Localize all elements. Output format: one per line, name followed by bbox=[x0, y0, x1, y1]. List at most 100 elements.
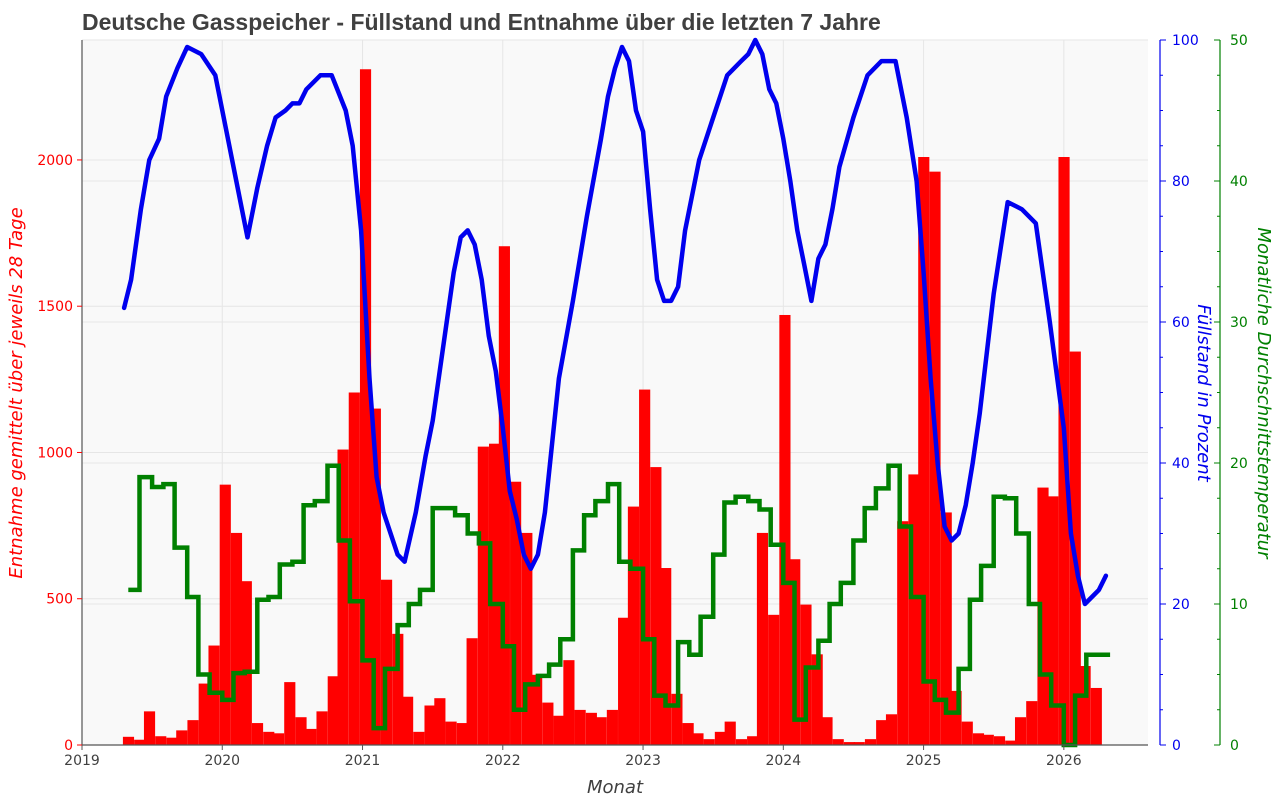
entnahme-bar bbox=[1079, 666, 1091, 745]
entnahme-bar bbox=[327, 676, 339, 745]
entnahme-bar bbox=[918, 157, 930, 745]
entnahme-bar bbox=[1090, 687, 1102, 745]
entnahme-bar bbox=[187, 720, 199, 745]
x-tick-label: 2020 bbox=[204, 753, 240, 769]
chart-title: Deutsche Gasspeicher - Füllstand und Ent… bbox=[82, 9, 881, 35]
x-tick-label: 2026 bbox=[1046, 753, 1082, 769]
x-tick-label: 2021 bbox=[345, 753, 381, 769]
y-tick-label-fuellstand: 20 bbox=[1172, 597, 1190, 613]
entnahme-bar bbox=[574, 709, 586, 745]
y-tick-label-left: 2000 bbox=[37, 153, 73, 169]
entnahme-bar bbox=[756, 532, 769, 745]
entnahme-bar bbox=[650, 467, 662, 745]
entnahme-bar bbox=[176, 730, 188, 745]
entnahme-bar bbox=[585, 712, 597, 745]
entnahme-bar bbox=[122, 736, 135, 745]
entnahme-bar bbox=[456, 723, 468, 745]
entnahme-bar bbox=[498, 246, 510, 745]
entnahme-bar bbox=[779, 314, 791, 745]
entnahme-bar bbox=[563, 660, 575, 745]
y-tick-label-fuellstand: 80 bbox=[1172, 174, 1190, 190]
entnahme-bar bbox=[714, 731, 726, 745]
entnahme-bar bbox=[627, 506, 640, 745]
y-tick-label-left: 1000 bbox=[37, 445, 73, 461]
x-tick-label: 2019 bbox=[64, 753, 100, 769]
entnahme-bar bbox=[618, 617, 630, 745]
entnahme-bar bbox=[284, 682, 296, 745]
entnahme-bar bbox=[392, 633, 404, 745]
y-axis-label-fuellstand: Füllstand in Prozent bbox=[1193, 304, 1214, 482]
entnahme-bar bbox=[348, 392, 360, 745]
entnahme-bar bbox=[864, 739, 877, 745]
entnahme-bar bbox=[876, 720, 888, 745]
entnahme-bar bbox=[908, 474, 920, 745]
entnahme-bars bbox=[122, 69, 1102, 745]
x-tick-label: 2025 bbox=[906, 753, 942, 769]
entnahme-bar bbox=[972, 733, 985, 745]
x-tick-label: 2024 bbox=[765, 753, 801, 769]
entnahme-bar bbox=[143, 711, 156, 745]
y-tick-label-temperatur: 40 bbox=[1230, 174, 1248, 190]
entnahme-bar bbox=[413, 731, 425, 745]
entnahme-bar bbox=[660, 568, 672, 745]
entnahme-bar bbox=[606, 709, 618, 745]
entnahme-bar bbox=[897, 521, 909, 745]
y-tick-label-left: 500 bbox=[46, 592, 73, 608]
entnahme-bar bbox=[466, 638, 478, 745]
entnahme-bar bbox=[305, 728, 317, 745]
entnahme-bar bbox=[219, 484, 231, 745]
entnahme-bar bbox=[961, 721, 973, 745]
y-tick-label-fuellstand: 100 bbox=[1172, 33, 1199, 49]
entnahme-bar bbox=[692, 733, 704, 745]
entnahme-bar bbox=[434, 698, 446, 745]
entnahme-bar bbox=[747, 736, 759, 745]
entnahme-bar bbox=[240, 581, 252, 745]
entnahme-bar bbox=[531, 674, 543, 745]
entnahme-bar bbox=[821, 717, 833, 745]
y-axis-label-temperatur: Monatliche Durchschnittstemperatur bbox=[1253, 227, 1274, 560]
y-axis-label-left: Entnahme gemittelt über jeweils 28 Tage bbox=[6, 207, 27, 578]
entnahme-bar bbox=[272, 733, 285, 745]
entnahme-bar bbox=[1026, 701, 1038, 745]
entnahme-bar bbox=[982, 734, 994, 745]
y-tick-label-fuellstand: 0 bbox=[1172, 738, 1181, 754]
entnahme-bar bbox=[950, 690, 962, 745]
entnahme-bar bbox=[595, 717, 607, 745]
y-tick-label-fuellstand: 40 bbox=[1172, 456, 1190, 472]
entnahme-bar bbox=[488, 443, 501, 745]
entnahme-bar bbox=[1047, 496, 1059, 745]
y-tick-label-temperatur: 20 bbox=[1230, 456, 1248, 472]
entnahme-bar bbox=[1014, 717, 1027, 745]
entnahme-bar bbox=[703, 739, 715, 745]
entnahme-bar bbox=[295, 717, 307, 745]
entnahme-bar bbox=[198, 683, 210, 745]
y-tick-label-temperatur: 50 bbox=[1230, 33, 1248, 49]
entnahme-bar bbox=[402, 696, 414, 745]
entnahme-bar bbox=[380, 579, 393, 745]
data-lines bbox=[121, 37, 1111, 748]
entnahme-bar bbox=[155, 736, 167, 745]
entnahme-bar bbox=[230, 532, 243, 745]
y-tick-label-temperatur: 30 bbox=[1230, 315, 1248, 331]
entnahme-bar bbox=[724, 721, 736, 745]
fuellstand-line bbox=[121, 37, 1109, 607]
entnahme-bar bbox=[768, 614, 780, 745]
tick-labels: 2019 2020 2021 2022 2023 2024 2025 202605001000… bbox=[37, 33, 1247, 769]
entnahme-bar bbox=[993, 736, 1006, 745]
entnahme-bar bbox=[1037, 487, 1049, 745]
entnahme-bar bbox=[1005, 740, 1017, 745]
y-tick-label-temperatur: 10 bbox=[1230, 597, 1248, 613]
entnahme-bar bbox=[445, 721, 457, 745]
x-tick-label: 2022 bbox=[485, 753, 521, 769]
y-tick-label-temperatur: 0 bbox=[1230, 738, 1239, 754]
entnahme-bar bbox=[832, 739, 844, 745]
entnahme-bar bbox=[251, 723, 264, 745]
axes bbox=[77, 39, 1221, 750]
entnahme-bar bbox=[369, 408, 381, 745]
y-tick-label-fuellstand: 60 bbox=[1172, 315, 1190, 331]
entnahme-bar bbox=[885, 714, 898, 745]
entnahme-bar bbox=[853, 742, 865, 745]
entnahme-bar bbox=[208, 645, 220, 745]
entnahme-bar bbox=[542, 702, 554, 745]
